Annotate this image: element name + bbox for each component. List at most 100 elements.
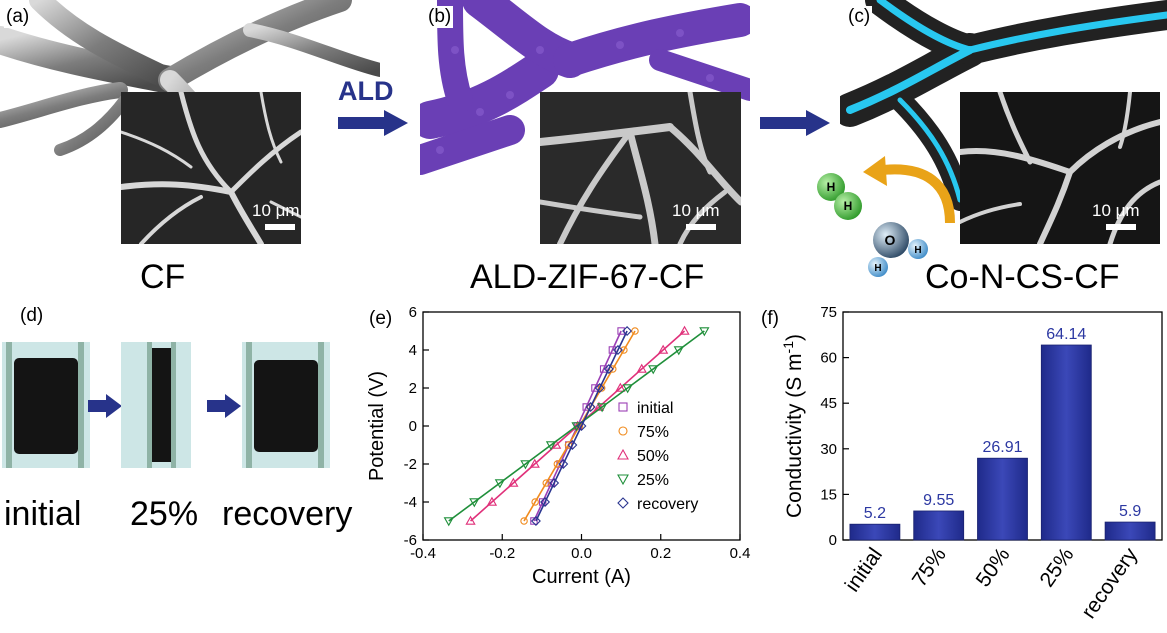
- water-hydrogen-2: [868, 257, 888, 277]
- water-oxygen-label: O: [885, 232, 896, 248]
- y-tick-label: -4: [404, 494, 417, 511]
- data-point: [612, 345, 623, 355]
- legend-label: 75%: [637, 424, 669, 441]
- data-point: [657, 344, 669, 354]
- y-tick-label: 15: [820, 486, 837, 503]
- panel-a-label: (a): [4, 6, 32, 28]
- panel-f-label: (f): [761, 308, 779, 329]
- x-tick-label: 0.2: [650, 545, 671, 562]
- data-point: [620, 346, 628, 354]
- carbon-foam-render: [0, 0, 380, 210]
- legend-label: 25%: [637, 472, 669, 489]
- molecules-group: H H O H H: [817, 173, 928, 277]
- water-oxygen: [873, 222, 909, 258]
- legend-label: initial: [637, 400, 673, 417]
- scale-bar-c: [1106, 224, 1136, 230]
- sem-image-co-n-cs: [960, 92, 1160, 244]
- data-point: [594, 383, 605, 393]
- ald-arrow-label: ALD: [338, 76, 394, 106]
- co-n-cs-foam-render: [840, 0, 1167, 211]
- y-tick-label: 60: [820, 350, 837, 367]
- legend-label: 50%: [637, 448, 669, 465]
- data-point: [486, 496, 498, 506]
- data-point: [617, 327, 625, 335]
- data-point: [540, 497, 551, 507]
- x-category-label: initial: [841, 544, 887, 596]
- data-point: [469, 498, 480, 508]
- sem-image-zif: [540, 92, 741, 244]
- h2-atom-1-label: H: [827, 180, 836, 194]
- h2-atom-2-label: H: [844, 199, 853, 213]
- data-point: [545, 441, 557, 451]
- data-point: [582, 403, 591, 411]
- data-point: [586, 403, 595, 411]
- bar-value-label: 9.55: [923, 492, 954, 509]
- y-tick-label: -2: [404, 456, 417, 473]
- data-point: [699, 327, 710, 337]
- caption-cf: CF: [140, 258, 186, 296]
- data-point: [622, 326, 633, 336]
- y-tick-label: 0: [829, 532, 837, 549]
- bar: [977, 457, 1028, 541]
- iv-series: [443, 325, 710, 527]
- scale-label-c: 10 μm: [1092, 201, 1140, 220]
- bar-y-axis-label-end: ): [783, 334, 806, 341]
- data-point: [679, 325, 690, 335]
- y-tick-label: 0: [409, 418, 417, 435]
- y-tick-label: 6: [409, 304, 417, 321]
- bar: [1040, 344, 1092, 541]
- series-line: [535, 330, 628, 522]
- legend-marker: [618, 426, 628, 436]
- y-tick-label: 45: [820, 395, 837, 412]
- photo-initial: [2, 342, 90, 468]
- scale-label-a: 10 μm: [252, 201, 300, 220]
- x-tick-label: 0.4: [730, 545, 751, 562]
- bar-y-axis-label: Conductivity (S m-1): [780, 334, 806, 518]
- bar-y-axis-label-sup: -1: [780, 341, 796, 354]
- bar-y-axis-label-main: Conductivity (S m: [783, 353, 806, 518]
- sem-image-cf: [121, 92, 301, 244]
- x-category-label: 50%: [972, 544, 1015, 592]
- right-arrow-icon: [207, 394, 241, 418]
- scale-label-b: 10 μm: [672, 201, 720, 220]
- bars: 5.2 9.55 26.91 64.14 5.9: [849, 326, 1156, 541]
- data-point: [622, 384, 633, 394]
- h2-atom-2: [834, 192, 862, 220]
- data-point: [443, 517, 454, 527]
- photo-compressed-25: [121, 342, 191, 468]
- x-tick-label: 0.0: [571, 545, 592, 562]
- data-point: [494, 479, 506, 489]
- curved-arrow-icon: [863, 156, 955, 224]
- caption-zif: ALD-ZIF-67-CF: [470, 258, 705, 296]
- bar-x-labels: initial 75% 50% 25%recovery: [841, 543, 1143, 623]
- iv-y-ticks: -6 -4 -2 0 2 4 6: [404, 304, 429, 549]
- x-category-label: 25%: [1035, 544, 1078, 592]
- data-point: [636, 363, 647, 373]
- data-point: [599, 365, 608, 373]
- right-arrow-icon: [88, 394, 122, 418]
- data-point: [567, 440, 578, 450]
- bar: [1104, 521, 1156, 541]
- data-point: [571, 422, 582, 432]
- iv-x-axis-label: Current (A): [532, 566, 631, 588]
- data-point: [549, 478, 560, 488]
- data-point: [520, 460, 531, 470]
- panel-c-label: (c): [846, 6, 873, 28]
- data-point: [520, 517, 528, 525]
- water-hydrogen-2-label: H: [874, 263, 881, 274]
- panel-e-label: (e): [369, 308, 392, 329]
- water-hydrogen-1-label: H: [914, 245, 921, 256]
- h2-atom-1: [817, 173, 845, 201]
- iv-legend: initial 75% 50% 25% recovery: [617, 400, 698, 513]
- y-tick-label: 2: [409, 380, 417, 397]
- panel-b-label: (b): [426, 6, 454, 28]
- legend-marker: [617, 497, 629, 509]
- sem-fibers-zif: [540, 92, 741, 244]
- conductivity-chart: (f) 0 15 30 45 60 75 5.2 9.55 26.91 64.14 5.9 ini…: [761, 304, 1163, 623]
- iv-x-ticks: -0.4 -0.2 0.0 0.2 0.4: [410, 534, 750, 562]
- bar-value-label: 26.91: [982, 439, 1022, 456]
- data-point: [530, 516, 541, 526]
- water-hydrogen-1: [908, 239, 928, 259]
- scale-bar-a: [265, 224, 295, 230]
- data-point: [585, 402, 596, 412]
